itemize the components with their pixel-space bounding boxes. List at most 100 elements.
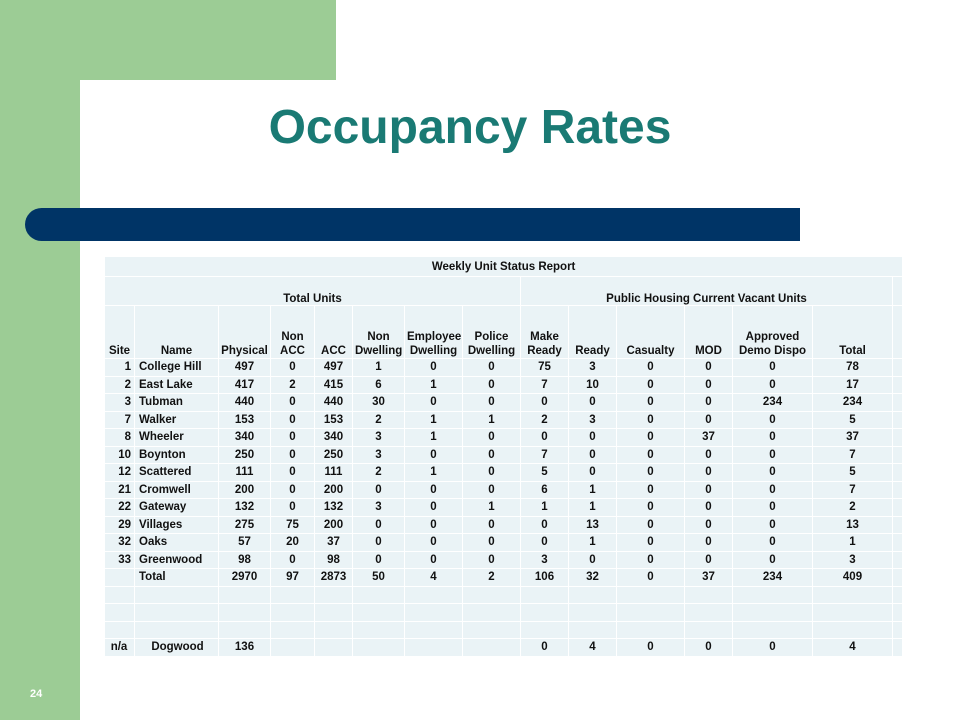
cell-casualty: 0 <box>616 463 685 482</box>
cell-physical: 98 <box>218 550 271 569</box>
cell-employee-dwelling: 0 <box>404 515 463 534</box>
empty-cell <box>314 603 353 622</box>
cell-ready: 0 <box>568 393 617 412</box>
cell-ready: 1 <box>568 480 617 499</box>
cell-site: 7 <box>104 410 135 429</box>
cell-casualty: 0 <box>616 358 685 377</box>
spacer-cell <box>891 410 904 429</box>
cell-make-ready: 7 <box>520 445 569 464</box>
empty-cell <box>812 620 893 639</box>
table-row: 32 Oaks 57 20 37 0 0 0 0 1 0 0 0 1 <box>104 533 904 552</box>
cell-employee-dwelling: 0 <box>404 358 463 377</box>
table-row: 21 Cromwell 200 0 200 0 0 0 6 1 0 0 0 7 <box>104 480 904 499</box>
cell-site: 8 <box>104 428 135 447</box>
table-row: 22 Gateway 132 0 132 3 0 1 1 1 0 0 0 2 <box>104 498 904 517</box>
cell-make-ready: 75 <box>520 358 569 377</box>
cell-casualty: 0 <box>616 568 685 587</box>
cell-mod: 0 <box>684 550 733 569</box>
cell-name: Boynton <box>134 445 219 464</box>
spacer-cell <box>891 480 904 499</box>
cell-ready: 4 <box>568 638 617 657</box>
cell-ready: 32 <box>568 568 617 587</box>
cell-approved-demo-dispo: 0 <box>732 445 813 464</box>
cell-total: 7 <box>812 480 893 499</box>
col-header-mod: MOD <box>684 305 733 359</box>
cell-make-ready: 0 <box>520 638 569 657</box>
cell-site: 33 <box>104 550 135 569</box>
cell-physical: 2970 <box>218 568 271 587</box>
cell-casualty: 0 <box>616 638 685 657</box>
cell-casualty: 0 <box>616 533 685 552</box>
cell-employee-dwelling: 0 <box>404 498 463 517</box>
cell-make-ready: 0 <box>520 533 569 552</box>
cell-name: Tubman <box>134 393 219 412</box>
cell-acc: 340 <box>314 428 353 447</box>
col-header-make-ready: Make Ready <box>520 305 569 359</box>
cell-non-acc: 0 <box>270 498 315 517</box>
top-green-block <box>0 0 336 80</box>
cell-non-acc: 2 <box>270 375 315 394</box>
cell-ready: 10 <box>568 375 617 394</box>
cell-total: 13 <box>812 515 893 534</box>
cell-physical: 417 <box>218 375 271 394</box>
empty-cell <box>218 585 271 604</box>
table-row: 3 Tubman 440 0 440 30 0 0 0 0 0 0 234 234 <box>104 393 904 412</box>
empty-cell <box>520 620 569 639</box>
cell-total: 3 <box>812 550 893 569</box>
blank-row <box>104 585 904 604</box>
cell-make-ready: 7 <box>520 375 569 394</box>
col-header-site: Site <box>104 305 135 359</box>
blank-row <box>104 620 904 639</box>
cell-acc: 132 <box>314 498 353 517</box>
cell-approved-demo-dispo: 0 <box>732 480 813 499</box>
spacer-cell <box>891 550 904 569</box>
cell-approved-demo-dispo: 0 <box>732 375 813 394</box>
col-header-physical: Physical <box>218 305 271 359</box>
cell-make-ready: 3 <box>520 550 569 569</box>
cell-non-dwelling: 3 <box>352 445 405 464</box>
cell-site: 10 <box>104 445 135 464</box>
spacer-cell <box>891 568 904 587</box>
cell-casualty: 0 <box>616 410 685 429</box>
cell-approved-demo-dispo: 234 <box>732 393 813 412</box>
cell-acc: 98 <box>314 550 353 569</box>
empty-cell <box>891 620 904 639</box>
col-header-police-dwelling: Police Dwelling <box>462 305 521 359</box>
cell-acc: 153 <box>314 410 353 429</box>
empty-cell <box>616 620 685 639</box>
cell-non-acc: 0 <box>270 445 315 464</box>
empty-cell <box>520 603 569 622</box>
cell-police-dwelling: 0 <box>462 533 521 552</box>
empty-cell <box>218 603 271 622</box>
cell-non-acc: 0 <box>270 358 315 377</box>
cell-employee-dwelling: 1 <box>404 410 463 429</box>
cell-employee-dwelling: 1 <box>404 375 463 394</box>
empty-cell <box>134 585 219 604</box>
cell-physical: 250 <box>218 445 271 464</box>
empty-cell <box>104 603 135 622</box>
empty-cell <box>732 603 813 622</box>
weekly-unit-status-table: Weekly Unit Status Report Total Units Pu… <box>103 256 904 657</box>
spacer-cell <box>891 358 904 377</box>
cell-mod: 0 <box>684 358 733 377</box>
cell-ready: 0 <box>568 550 617 569</box>
cell-non-acc: 0 <box>270 428 315 447</box>
report-title: Weekly Unit Status Report <box>103 256 904 277</box>
cell-mod: 0 <box>684 375 733 394</box>
cell-physical: 440 <box>218 393 271 412</box>
spacer-cell <box>891 276 904 306</box>
col-header-name: Name <box>134 305 219 359</box>
cell-acc: 200 <box>314 515 353 534</box>
cell-name: Dogwood <box>134 638 219 657</box>
cell-casualty: 0 <box>616 445 685 464</box>
cell-employee-dwelling: 1 <box>404 428 463 447</box>
cell-name: Cromwell <box>134 480 219 499</box>
empty-cell <box>812 603 893 622</box>
empty-cell <box>352 585 405 604</box>
vacant-units-group-header: Public Housing Current Vacant Units <box>520 276 893 306</box>
empty-cell <box>462 585 521 604</box>
col-header-casualty: Casualty <box>616 305 685 359</box>
cell-site: 29 <box>104 515 135 534</box>
table-row: 12 Scattered 111 0 111 2 1 0 5 0 0 0 0 5 <box>104 463 904 482</box>
cell-casualty: 0 <box>616 428 685 447</box>
